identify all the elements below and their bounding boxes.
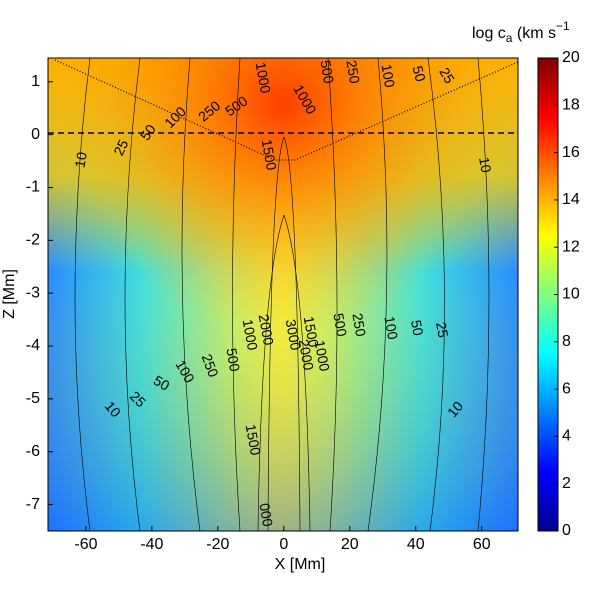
contour-label: 500: [330, 312, 350, 338]
y-tick-label: -4: [26, 337, 40, 354]
y-tick-label: -7: [26, 496, 40, 513]
x-tick-label: 60: [473, 536, 491, 553]
contour-label: 1000: [312, 339, 333, 373]
y-tick-label: -1: [26, 179, 40, 196]
colorbar-title: log ca (km s−1: [472, 19, 570, 45]
contour-label: 2000: [256, 313, 277, 347]
y-tick-label: -3: [26, 284, 40, 301]
y-tick-label: 0: [31, 126, 40, 143]
contour-label: 25: [436, 65, 458, 87]
cb-title-main: log c: [472, 25, 506, 42]
heatmap: [48, 57, 519, 532]
contour-label: 1000: [240, 318, 261, 352]
contour-label: 1500: [259, 138, 280, 172]
contour-label: 250: [199, 352, 222, 380]
contour-label: 250: [343, 59, 363, 85]
colorbar-tick-label: 4: [562, 428, 571, 445]
plot-frame: [47, 57, 519, 532]
contour-label: 3000: [283, 318, 304, 352]
colorbar-tick-label: 16: [562, 144, 580, 161]
contour-label: 25: [110, 137, 131, 158]
y-tick-label: -5: [26, 390, 40, 407]
contour-label: 10: [476, 156, 494, 174]
x-tick-label: -40: [140, 536, 163, 553]
x-tick-label: 20: [341, 536, 359, 553]
x-tick-label: -20: [206, 536, 229, 553]
contour-label: 50: [151, 372, 173, 394]
contour-label: 1500: [243, 423, 264, 457]
colorbar-tick-label: 0: [562, 522, 571, 539]
colorbar-tick-label: 2: [562, 475, 571, 492]
contour-label: 100: [381, 315, 401, 341]
contour-label: 25: [433, 321, 451, 339]
colorbar-tick-label: 12: [562, 238, 580, 255]
colorbar-tick-label: 14: [562, 191, 580, 208]
contour-label: 250: [349, 312, 369, 338]
contour-label: 10: [71, 151, 89, 169]
contour-label: 1000: [253, 61, 274, 95]
contour-label: 500: [223, 347, 243, 373]
x-tick-label: -60: [74, 536, 97, 553]
colorbar-tick-label: 6: [562, 380, 571, 397]
contour-label: 2000: [296, 338, 317, 372]
y-tick-label: -2: [26, 232, 40, 249]
x-axis-label: X [Mm]: [275, 556, 326, 573]
x-tick-label: 0: [279, 536, 288, 553]
contour-label: 500: [317, 59, 337, 85]
y-tick-label: 1: [31, 73, 40, 90]
contour-label: 000: [256, 502, 276, 528]
y-tick-label: -6: [26, 443, 40, 460]
colorbar-tick-label: 10: [562, 286, 580, 303]
x-tick-label: 40: [407, 536, 425, 553]
contour-label: 1500: [301, 315, 322, 349]
cb-title-sup: −1: [556, 19, 570, 33]
colorbar-tick-label: 20: [562, 49, 580, 66]
colorbar-tick-label: 18: [562, 97, 580, 114]
cb-title-sub: a: [506, 31, 513, 45]
y-axis-label: Z [Mm]: [1, 269, 18, 319]
cb-title-unit: (km s: [512, 25, 556, 42]
colorbar-tick-label: 8: [562, 333, 571, 350]
contour-label: 50: [408, 319, 426, 337]
contour-label: 50: [410, 64, 430, 83]
contour-label: 100: [378, 63, 398, 89]
